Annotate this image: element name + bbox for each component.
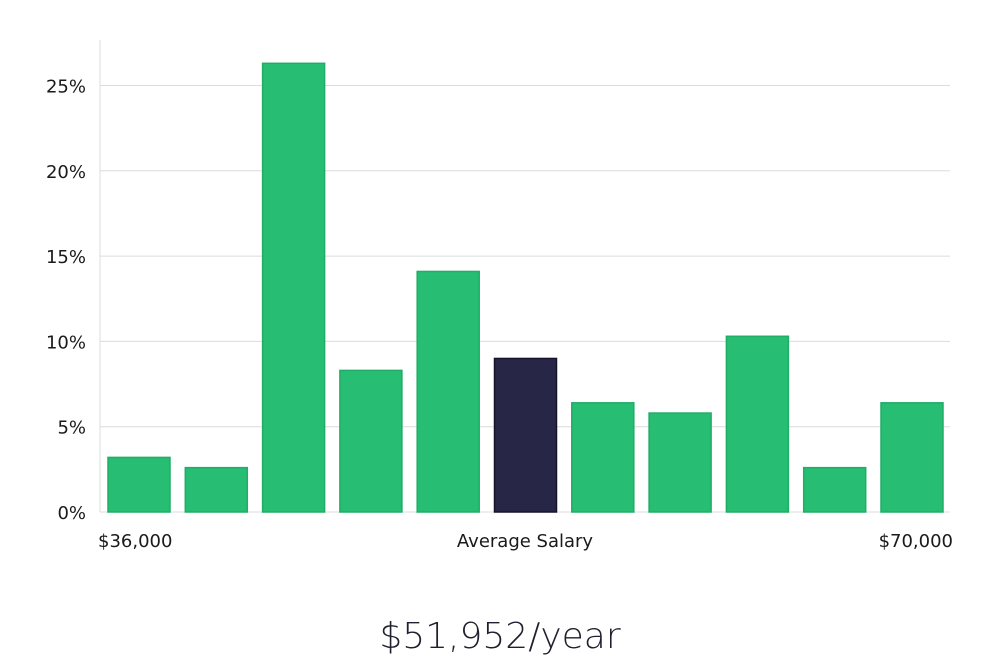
- x-axis-label-max: $70,000: [879, 531, 953, 552]
- bar: [416, 270, 480, 513]
- y-tick-label: 25%: [46, 77, 86, 98]
- x-axis-label-min: $36,000: [98, 531, 172, 552]
- bar: [648, 412, 712, 513]
- bars: [107, 62, 944, 513]
- bar: [725, 335, 790, 513]
- y-tick-label: 10%: [46, 332, 86, 353]
- y-tick-label: 0%: [57, 503, 86, 524]
- bar: [339, 369, 403, 513]
- bar: [571, 402, 635, 513]
- bar: [261, 62, 326, 513]
- y-tick-label: 20%: [46, 162, 86, 183]
- bar-average-salary: [493, 357, 558, 513]
- bar: [107, 456, 171, 513]
- y-tick-label: 5%: [57, 418, 86, 439]
- bar: [880, 402, 944, 513]
- y-tick-label: 15%: [46, 247, 86, 268]
- y-axis-tick-labels: 0% 5% 10% 15% 20% 25%: [46, 77, 86, 525]
- x-axis-label-center: Average Salary: [457, 531, 594, 552]
- bar: [802, 466, 867, 513]
- bar: [184, 466, 249, 513]
- average-salary-value: $51,952/year: [379, 616, 621, 657]
